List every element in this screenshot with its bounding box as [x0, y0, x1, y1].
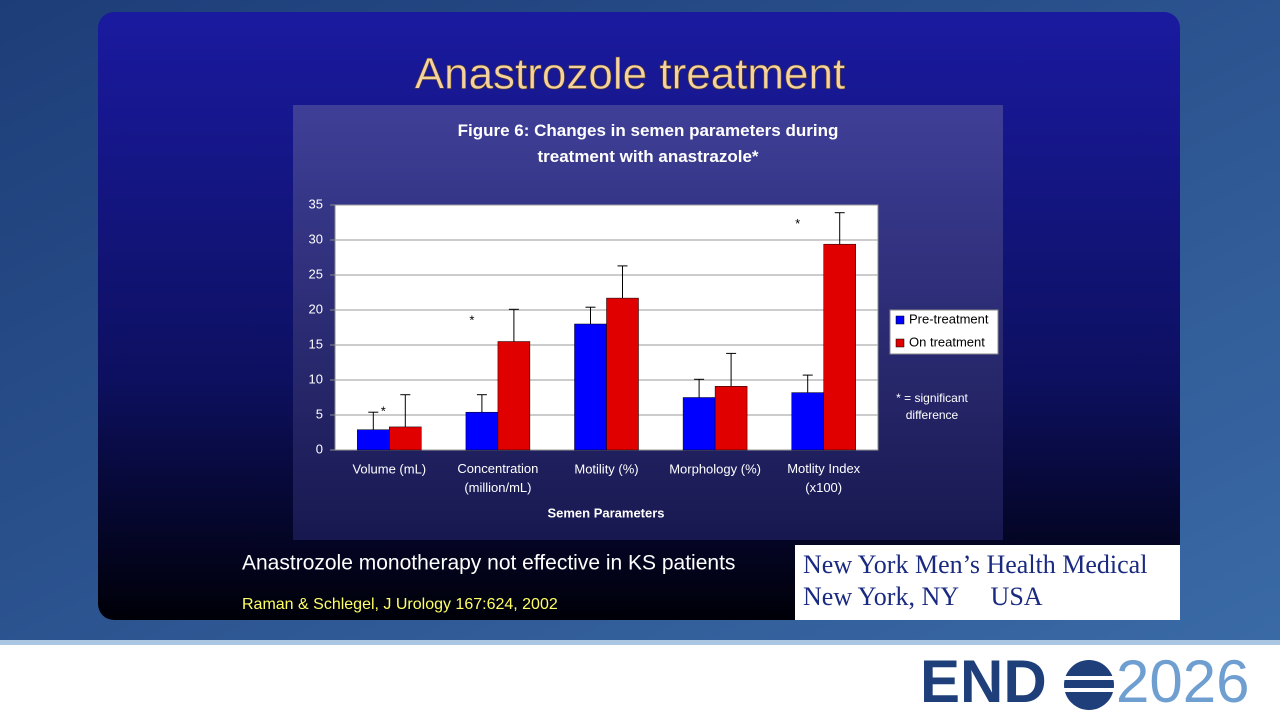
x-tick-label: Concentration (million/mL): [457, 461, 538, 495]
error-bar: [368, 411, 379, 430]
bar: [682, 397, 716, 451]
address-line: New York Men’s Health Medical: [803, 550, 1147, 579]
significance-marker: *: [381, 404, 386, 419]
note: * = significant difference: [896, 391, 968, 422]
legend-label: On treatment: [909, 334, 985, 349]
x-tick-label: Morphology (%): [669, 461, 761, 476]
caption: Anastrozole monotherapy not effective in…: [242, 552, 735, 575]
address-line: New York, NY USA: [803, 582, 1043, 611]
significance-marker: *: [469, 313, 474, 328]
x-tick-label: Motility (%): [574, 461, 638, 476]
band-line: [0, 640, 1280, 645]
error-bar: [802, 374, 813, 393]
logo-text: END: [920, 648, 1047, 715]
y-tick-label: 30: [309, 231, 323, 246]
address-box: [795, 545, 1180, 620]
legend-swatch: [895, 315, 905, 325]
y-tick-label: 25: [309, 266, 323, 281]
bar: [714, 386, 748, 451]
significance-marker: *: [795, 216, 800, 231]
slide-title: Anastrozole treatment: [415, 50, 845, 99]
x-axis-label: Semen Parameters: [547, 505, 664, 520]
bar: [497, 341, 531, 451]
citation: Raman & Schlegel, J Urology 167:624, 200…: [242, 596, 558, 613]
chart: Figure 6: Changes in semen parameters du…: [309, 121, 999, 520]
y-tick-label: 5: [316, 406, 323, 421]
error-bar: [508, 308, 519, 342]
y-tick-label: 35: [309, 196, 323, 211]
bar: [389, 426, 422, 451]
bar: [606, 297, 639, 451]
y-tick-label: 15: [309, 336, 323, 351]
y-tick-label: 20: [309, 301, 323, 316]
legend-label: Pre-treatment: [909, 311, 989, 326]
logo-globe: [1062, 660, 1116, 710]
error-bar: [834, 212, 845, 245]
chart-title: Figure 6: Changes in semen parameters du…: [458, 121, 839, 166]
x-tick-label: Volume (mL): [352, 461, 426, 476]
error-bar: [694, 378, 705, 398]
error-bar: [476, 394, 487, 413]
y-tick-label: 0: [316, 441, 323, 456]
x-tick-label: Motlity Index (x100): [787, 461, 860, 495]
error-bar: [726, 352, 737, 387]
bar: [357, 429, 390, 451]
error-bar: [585, 306, 596, 324]
bar: [574, 323, 607, 451]
error-bar: [400, 394, 411, 427]
bar: [823, 243, 856, 451]
legend-box: [889, 309, 999, 355]
logo-text: 2026: [1116, 648, 1249, 715]
error-bar: [617, 265, 628, 299]
y-tick-label: 10: [309, 371, 323, 386]
bar: [465, 411, 499, 451]
bar: [791, 392, 824, 451]
legend-swatch: [895, 338, 905, 348]
